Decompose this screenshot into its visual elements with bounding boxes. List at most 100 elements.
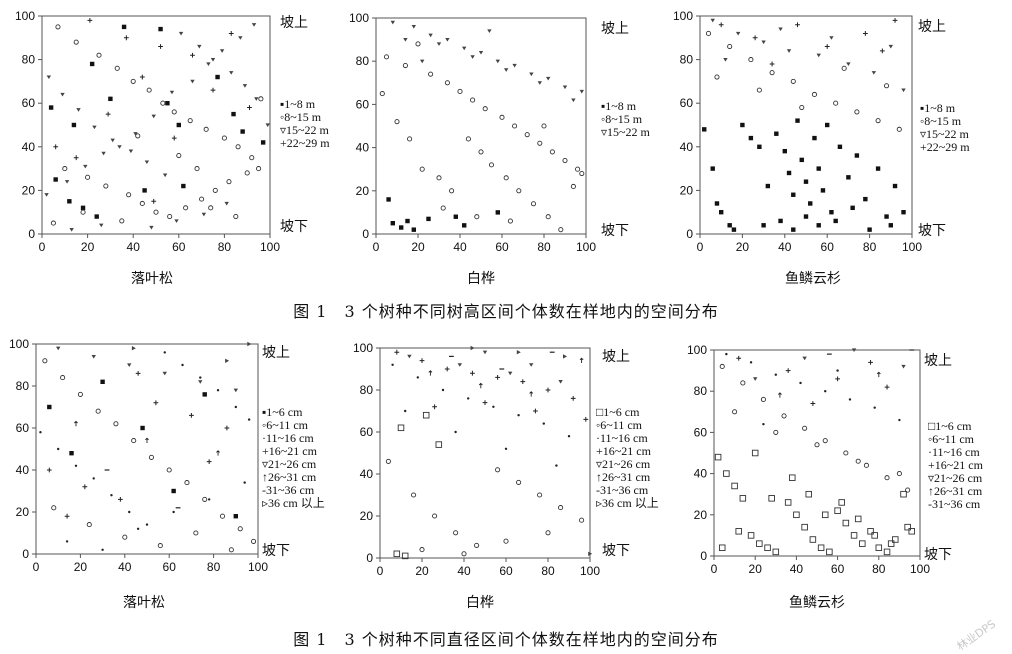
data-point [60,92,65,97]
data-point [397,424,405,432]
data-point [128,149,134,154]
data-point [731,227,737,232]
data-point [558,227,564,233]
data-point [833,100,839,106]
point-layer [379,20,585,233]
data-point [851,348,857,352]
point-layer [702,17,906,232]
data-point [862,31,868,36]
data-point [725,352,728,356]
data-point [228,31,234,36]
data-point [900,490,907,498]
data-point [803,214,809,219]
data-point [740,380,746,386]
data-point [407,354,412,359]
plot-frame [699,15,913,235]
data-point [859,540,866,547]
data-point [197,44,202,49]
data-point [705,30,712,36]
data-point [781,413,787,419]
data-point [836,369,839,372]
slope-top-label: 坡上 [918,19,946,35]
data-point [735,31,741,36]
y-tick-label: 40 [16,463,30,477]
data-point [799,105,805,111]
data-point [69,228,74,232]
legend-item: ◦ 6~11 cm [596,418,642,432]
data-point [854,109,860,115]
data-point [202,392,207,397]
data-point [178,31,184,36]
data-point [226,179,232,185]
data-point [190,52,195,58]
point-layer [44,17,270,232]
data-point [884,214,889,219]
legend-item: +22~29 m [280,136,330,150]
data-point [833,218,838,224]
data-point [567,435,571,438]
data-point [588,551,593,556]
data-point [224,425,230,431]
data-point [541,123,547,129]
data-point [128,510,131,514]
data-point [529,72,534,77]
data-point [457,363,462,367]
data-point [799,381,802,385]
data-point [449,188,455,194]
y-tick-label: 80 [680,53,694,67]
y-tick-label: 100 [349,11,369,25]
y-tick-label: 60 [16,421,30,435]
data-point [411,492,417,498]
data-point [762,422,765,426]
data-point [105,111,111,117]
data-point [719,363,725,370]
data-point [837,144,843,149]
data-point [529,363,534,367]
data-point [390,221,395,226]
data-point [710,166,715,171]
slope-bottom-label: 坡下 [924,547,952,563]
data-point [908,528,916,535]
data-point [123,35,129,41]
data-point [57,447,60,451]
data-point [244,170,250,176]
data-point [896,126,902,132]
data-point [411,25,416,29]
data-point [462,223,467,228]
legend: ▪ 1~8 m ◦ 8~15 m ▿ 15~22 m [601,100,650,139]
plot-frame [379,347,591,559]
data-point [165,101,170,106]
marker-plus-icon: + [596,444,603,458]
data-point [842,519,850,527]
data-point [478,382,483,389]
x-tick-label: 60 [163,560,177,574]
data-point [542,422,545,425]
data-point [208,205,214,211]
data-point [555,464,558,467]
data-point [537,81,542,85]
data-point [85,174,91,180]
legend-item: ▪ 1~8 m [920,101,956,115]
data-point [166,467,172,473]
data-point [545,214,551,220]
y-tick-label: 0 [700,549,707,563]
slope-top-label: 坡上 [262,345,290,361]
x-axis-title: 落叶松 [123,595,165,611]
data-point [140,425,145,431]
data-point [769,61,775,67]
marker-triangle-icon: ▿ [280,123,287,137]
data-point [139,74,145,80]
data-point [95,408,101,414]
data-point [60,375,66,381]
data-point [461,551,467,557]
data-point [802,425,808,431]
legend: ▪ 1~8 m ◦ 8~15 m ▿ 15~22 m +22~29 m [280,98,330,150]
data-point [752,35,758,41]
data-point [453,530,459,536]
data-point [888,44,893,49]
data-point [867,528,874,535]
data-point [92,125,97,130]
data-point [77,391,83,397]
legend-item: ‐31~36 cm [596,483,649,497]
data-point [835,376,840,382]
